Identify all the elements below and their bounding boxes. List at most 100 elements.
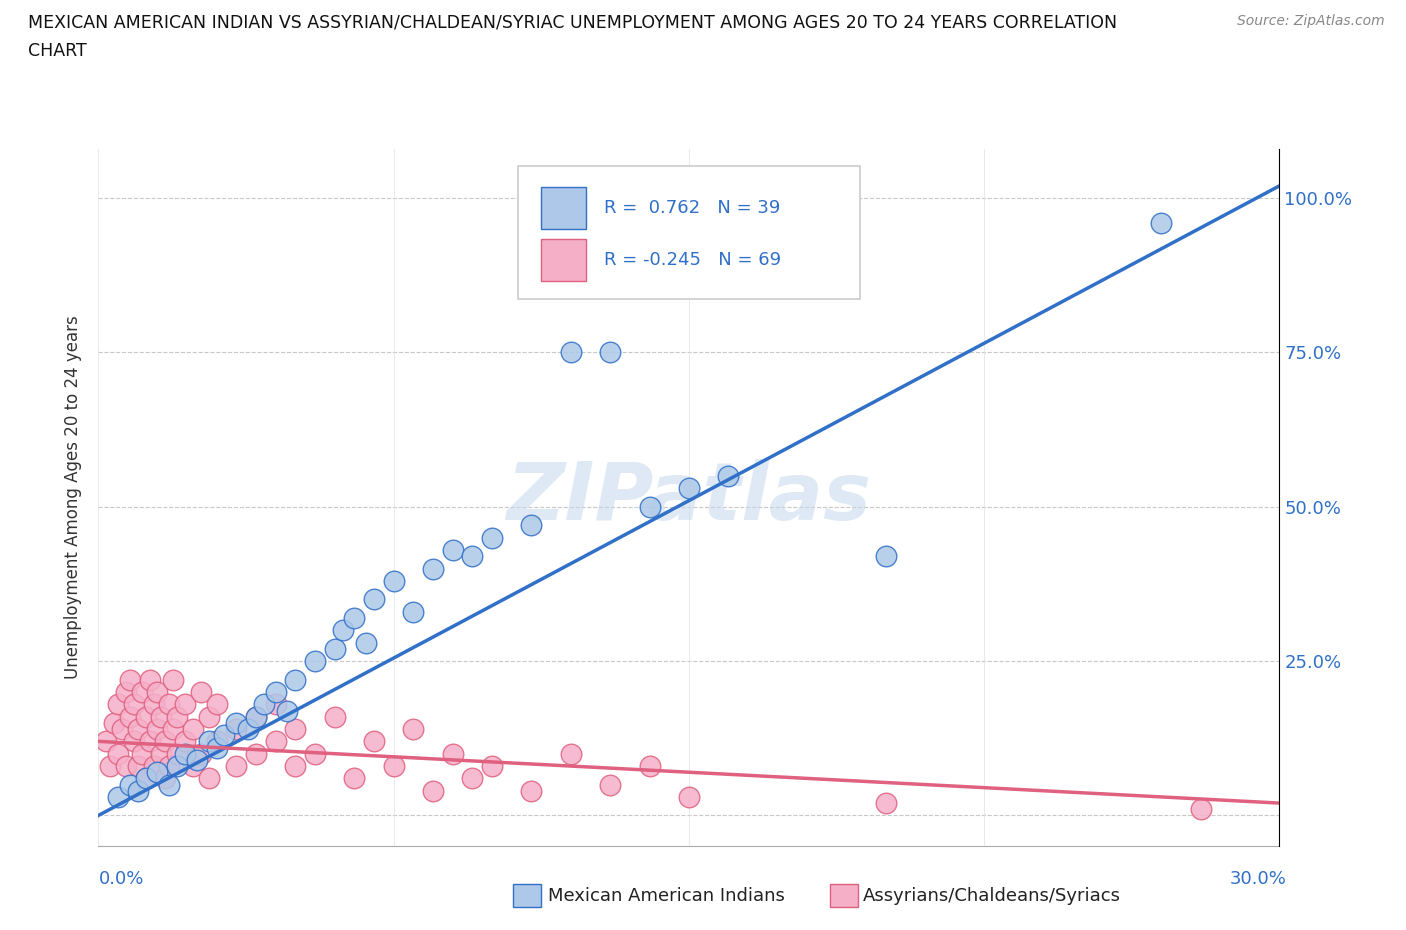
Point <box>146 684 169 699</box>
Point <box>678 481 700 496</box>
Point <box>304 654 326 669</box>
Point <box>363 734 385 749</box>
Point <box>96 734 118 749</box>
Point <box>520 518 543 533</box>
Point <box>284 672 307 687</box>
Point <box>155 734 177 749</box>
Point <box>115 684 138 699</box>
Point <box>174 697 197 711</box>
Point <box>131 746 153 761</box>
Point <box>520 783 543 798</box>
Text: ZIPatlas: ZIPatlas <box>506 458 872 537</box>
Point <box>638 499 661 514</box>
Point <box>118 777 141 792</box>
Point <box>197 771 219 786</box>
Point <box>186 752 208 767</box>
Point <box>461 771 484 786</box>
Point <box>560 746 582 761</box>
Point <box>1189 802 1212 817</box>
Point <box>205 734 228 749</box>
Point <box>323 642 346 657</box>
Point <box>135 771 157 786</box>
Point <box>214 728 236 743</box>
Point <box>190 746 212 761</box>
Point <box>205 697 228 711</box>
Point <box>245 746 267 761</box>
Point <box>354 635 377 650</box>
Point <box>142 697 165 711</box>
Point <box>127 783 149 798</box>
Point <box>284 722 307 737</box>
Point <box>441 746 464 761</box>
Point <box>264 684 287 699</box>
Point <box>225 715 247 730</box>
Point <box>127 722 149 737</box>
Point <box>122 734 145 749</box>
Point <box>157 697 180 711</box>
Text: Mexican American Indians: Mexican American Indians <box>548 886 785 905</box>
Point <box>402 604 425 619</box>
Point <box>174 734 197 749</box>
Point <box>166 746 188 761</box>
Point <box>181 722 204 737</box>
Point <box>146 722 169 737</box>
Point <box>343 610 366 625</box>
Point <box>107 790 129 804</box>
Y-axis label: Unemployment Among Ages 20 to 24 years: Unemployment Among Ages 20 to 24 years <box>65 315 83 680</box>
Point <box>1150 216 1173 231</box>
Point <box>118 710 141 724</box>
Point <box>560 345 582 360</box>
Point <box>253 697 276 711</box>
Point <box>402 722 425 737</box>
Point <box>103 715 125 730</box>
Point <box>181 759 204 774</box>
Point <box>122 697 145 711</box>
Point <box>174 746 197 761</box>
FancyBboxPatch shape <box>541 187 586 229</box>
Text: CHART: CHART <box>28 42 87 60</box>
Point <box>157 777 180 792</box>
Point <box>875 796 897 811</box>
Point <box>118 672 141 687</box>
Point <box>461 549 484 564</box>
Point <box>382 759 405 774</box>
Point <box>875 549 897 564</box>
Point <box>304 746 326 761</box>
Point <box>115 759 138 774</box>
Point <box>138 672 160 687</box>
Text: R = -0.245   N = 69: R = -0.245 N = 69 <box>605 251 780 270</box>
Point <box>284 759 307 774</box>
Point <box>146 764 169 779</box>
Point <box>155 771 177 786</box>
Point <box>157 759 180 774</box>
Point <box>162 672 184 687</box>
Text: Assyrians/Chaldeans/Syriacs: Assyrians/Chaldeans/Syriacs <box>863 886 1121 905</box>
Point <box>107 746 129 761</box>
Point <box>343 771 366 786</box>
Point <box>332 623 354 638</box>
Point <box>166 759 188 774</box>
Point <box>481 530 503 545</box>
Point <box>142 759 165 774</box>
Point <box>678 790 700 804</box>
Point <box>135 771 157 786</box>
Point <box>363 592 385 607</box>
Point <box>197 734 219 749</box>
Point <box>441 542 464 557</box>
Text: 30.0%: 30.0% <box>1230 870 1286 888</box>
Point <box>264 697 287 711</box>
FancyBboxPatch shape <box>541 240 586 282</box>
Point <box>225 722 247 737</box>
Point <box>382 574 405 589</box>
Point <box>150 710 173 724</box>
Point <box>422 783 444 798</box>
Point <box>205 740 228 755</box>
Point <box>599 345 621 360</box>
Text: Source: ZipAtlas.com: Source: ZipAtlas.com <box>1237 14 1385 28</box>
Point <box>236 722 259 737</box>
Point <box>166 710 188 724</box>
Point <box>264 734 287 749</box>
Point <box>422 561 444 576</box>
Point <box>98 759 121 774</box>
Point <box>150 746 173 761</box>
